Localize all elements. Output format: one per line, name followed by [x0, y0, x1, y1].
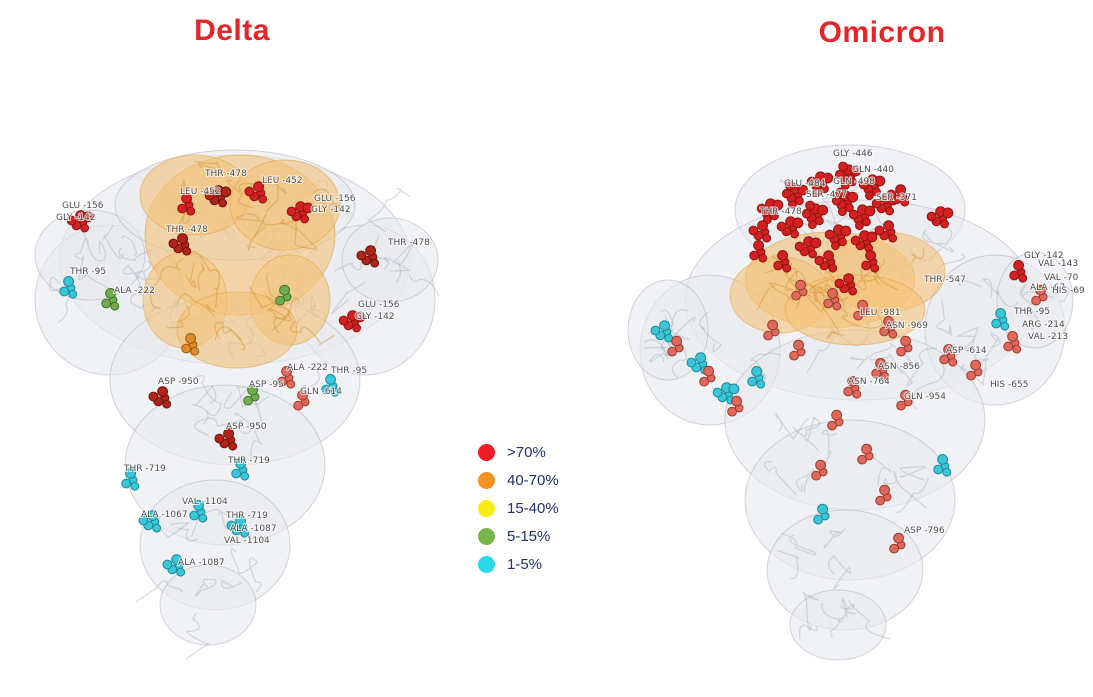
residue-label: GLY -142: [1024, 251, 1064, 261]
legend-swatch-15-40: [478, 500, 495, 517]
legend-item: >70%: [478, 444, 559, 461]
residue-label: ASN -856: [878, 362, 920, 372]
residue-label: ALA -1087: [178, 558, 225, 568]
legend-label-40-70: 40-70%: [507, 472, 559, 489]
residue-label: THR -478: [387, 238, 430, 248]
legend-swatch-1-5: [478, 556, 495, 573]
residue-label: THR -719: [123, 464, 166, 474]
residue-label: HIS -655: [990, 380, 1028, 390]
legend-label-15-40: 15-40%: [507, 500, 559, 517]
residue-label: GLN -440: [852, 165, 894, 175]
legend-item: 1-5%: [478, 556, 559, 573]
residue-label: GLU -156: [314, 194, 356, 204]
residue-label: ALA -222: [114, 286, 155, 296]
residue-label: GLY -142: [355, 312, 395, 322]
residue-label: GLU -156: [62, 201, 104, 211]
residue-label: VAL -213: [1028, 332, 1068, 342]
legend-label-5-15: 5-15%: [507, 528, 551, 545]
residue-label: THR -547: [923, 275, 966, 285]
residue-label: ASN -969: [886, 321, 928, 331]
legend: >70% 40-70% 15-40% 5-15% 1-5%: [478, 444, 559, 573]
residue-label: ALA -1067: [141, 510, 188, 520]
residue-label: GLN -498: [833, 177, 875, 187]
residue-label: VAL -143: [1038, 259, 1078, 269]
residue-label: VAL -70: [1044, 273, 1079, 283]
residue-label: ASP -614: [946, 346, 987, 356]
residue-label: ALA -1087: [230, 524, 277, 534]
residue-label: GLU -484: [784, 179, 826, 189]
residue-label: LEU -452: [262, 176, 303, 186]
residue-label: ASN -764: [848, 377, 890, 387]
residue-label: GLN -954: [904, 392, 946, 402]
residue-label: LEU -981: [860, 308, 901, 318]
residue-label: THR -719: [227, 456, 270, 466]
residue-label: SER -371: [876, 193, 917, 203]
legend-item: 40-70%: [478, 472, 559, 489]
legend-swatch-gt70: [478, 444, 495, 461]
residue-label: THR -95: [69, 267, 106, 277]
panel-title-omicron: Omicron: [818, 16, 946, 49]
panel-title-delta: Delta: [194, 14, 270, 47]
residue-label: VAL -1104: [224, 536, 270, 546]
residue-label: GLY -142: [56, 213, 96, 223]
residue-label: VAL -1104: [182, 497, 228, 507]
residue-label: ASP -950: [158, 377, 199, 387]
residue-label: THR -478: [759, 207, 802, 217]
residue-label: GLY -142: [311, 205, 351, 215]
residue-label: SER -477: [806, 190, 847, 200]
residue-label: THR -478: [165, 225, 208, 235]
residue-label: GLN -614: [300, 387, 342, 397]
residue-label: GLY -446: [833, 149, 873, 159]
residue-label: LEU -452: [180, 187, 221, 197]
residue-label: GLU -156: [358, 300, 400, 310]
residue-label: ALA -222: [287, 363, 328, 373]
legend-label-gt70: >70%: [507, 444, 546, 461]
legend-item: 15-40%: [478, 500, 559, 517]
residue-label: ALA -67: [1030, 283, 1065, 293]
residue-label: THR -95: [330, 366, 367, 376]
residue-label: ASP -796: [904, 526, 945, 536]
residue-label: THR -719: [225, 511, 268, 521]
residue-label: ARG -214: [1022, 320, 1065, 330]
legend-swatch-5-15: [478, 528, 495, 545]
residue-label: THR -478: [204, 169, 247, 179]
legend-swatch-40-70: [478, 472, 495, 489]
residue-label: ASP -950: [226, 422, 267, 432]
residue-label: HIS -69: [1052, 286, 1085, 296]
legend-item: 5-15%: [478, 528, 559, 545]
residue-label: ASP -95: [249, 380, 284, 390]
legend-label-1-5: 1-5%: [507, 556, 543, 573]
residue-label: THR -95: [1013, 307, 1050, 317]
